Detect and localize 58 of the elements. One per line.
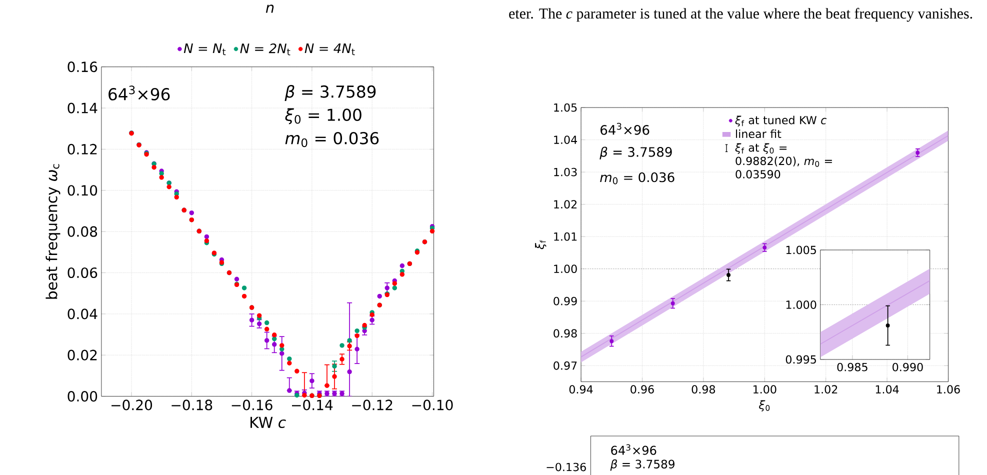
y-tick-label: 0.14 [68,102,98,114]
text: ξ$_{f}$ at ξ$_{0}$ = 0.9882(20), m$_{0}$ = 0.03590 [735,143,832,179]
legend-label: linear fit [736,130,782,138]
y-tick-label: 0.06 [68,268,98,278]
x-tick-label: 1.02 [814,385,838,394]
x-tick-label: −0.10 [412,400,453,410]
x-tick-label: 1.06 [937,385,960,394]
y-axis-title: ξ$_{f}$ [535,240,546,250]
x-tick-label: −0.12 [352,400,392,410]
annotation: β = 3.7589 [600,146,672,160]
y-tick-label: 1.04 [554,136,577,144]
text: −0.136 [546,462,586,472]
y-tick-label: 1.03 [554,168,577,176]
y-tick-label: 0.97 [554,362,577,370]
annotation: 64$^{3}$×96 [600,122,650,135]
annotation: m$_{0}$ = 0.036 [600,172,674,184]
y-tick-label: 0.16 [68,62,98,72]
y-tick-label: 1.02 [554,200,577,209]
y-axis-title: beat frequency ω$_{c}$ [46,164,60,299]
y-tick-label: 0.02 [68,350,97,361]
y-tick-label: 0.12 [68,144,97,155]
text: 64$^{3}$×96 [611,444,656,455]
y-tick-label: 0.10 [68,185,98,196]
y-tick-label: 0.99 [554,297,577,306]
y-tick-label: 1.01 [554,232,577,241]
text: eter. The c parameter is tuned at the value where the beat frequency vanishes. [509,8,972,22]
legend-label: ξ$_{f}$ at tuned KW c [735,116,827,127]
annotation: 64$^{3}$×96 [108,86,170,101]
x-tick-label: 0.96 [630,385,654,394]
y-tick-label: 1.005 [786,246,816,254]
x-axis-title: KW c [250,417,286,428]
x-tick-label: 0.990 [892,362,923,372]
y-tick-label: 0.08 [68,226,98,237]
text: n [266,4,274,13]
y-tick-label: 0.98 [554,329,577,338]
y-tick-label: 1.000 [786,300,816,310]
x-tick-label: −0.14 [292,400,333,410]
x-tick-label: −0.20 [112,400,152,410]
x-tick-label: 0.98 [692,385,716,394]
x-tick-label: −0.18 [172,400,212,410]
y-tick-label: 0.04 [68,308,98,320]
annotation: m$_{0}$ = 0.036 [285,132,379,148]
annotation: β = 3.7589 [284,85,376,102]
x-tick-label: 0.985 [837,362,868,372]
x-tick-label: 1.04 [876,385,899,394]
x-tick-label: 0.94 [569,385,593,394]
y-tick-label: 1.00 [554,264,577,274]
x-tick-label: 1.00 [754,385,776,394]
y-tick-label: 0.00 [68,391,98,402]
annotation: ξ$_{0}$ = 1.00 [285,108,362,124]
text: β = 3.7589 [610,460,674,471]
x-axis-title: ξ$_{0}$ [759,400,770,412]
x-tick-label: −0.16 [232,400,272,410]
y-tick-label: 1.05 [554,103,577,112]
legend-label: N = N$_{t}$ [184,44,226,56]
legend-label: N = 2N$_{t}$ [240,44,290,56]
legend-label: N = 4N$_{t}$ [304,44,355,56]
y-tick-label: 0.995 [786,355,816,364]
